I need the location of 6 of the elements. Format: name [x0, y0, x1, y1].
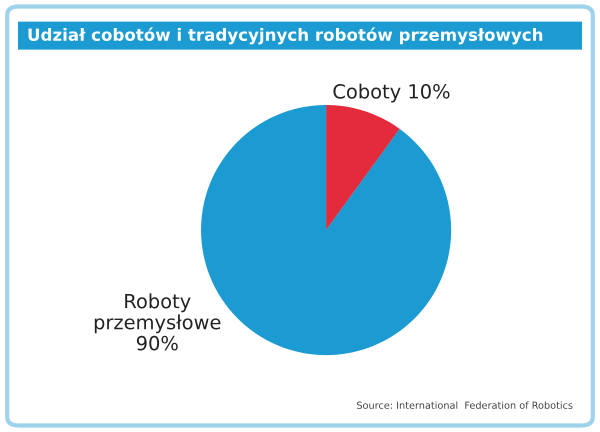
data-label: 90%	[136, 336, 178, 351]
pie-slice	[326, 104, 400, 230]
source-note: Source: International Federation of Robotics	[357, 401, 573, 409]
chart-title: Udział cobotów i tradycyjnych robotów przemysłowych	[28, 27, 542, 44]
slice-label: Coboty 10%	[333, 84, 450, 102]
slice-label: Roboty przemysłowe	[94, 293, 220, 334]
